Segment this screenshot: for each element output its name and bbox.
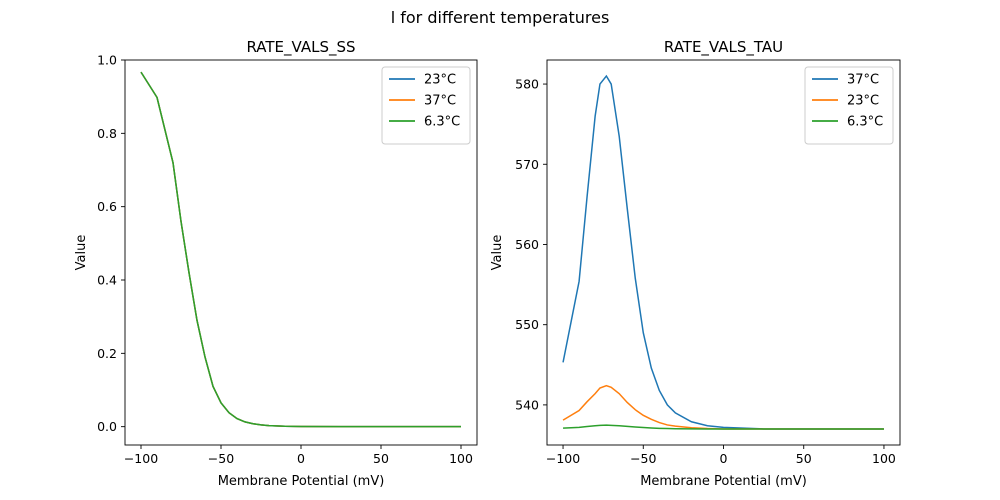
y-tick-label: 0.6 bbox=[97, 199, 117, 214]
legend: 23°C 37°C 6.3°C bbox=[381, 66, 471, 145]
legend-label: 37°C bbox=[424, 94, 456, 109]
x-tick-label: −50 bbox=[630, 451, 656, 466]
y-axis-label: Value bbox=[490, 235, 505, 271]
y-tick-label: 0.8 bbox=[97, 126, 117, 141]
figure-suptitle: l for different temperatures bbox=[391, 8, 610, 27]
x-tick-label: 50 bbox=[373, 451, 389, 466]
axes-rate-vals-tau: RATE_VALS_TAU −100 −50 0 50 100 540 550 560 570 58… bbox=[490, 38, 901, 489]
y-tick-label: 0.2 bbox=[97, 346, 117, 361]
y-tick-label: 560 bbox=[515, 237, 539, 252]
y-tick-label: 1.0 bbox=[97, 53, 117, 68]
y-tick-label: 0.0 bbox=[97, 419, 117, 434]
series-line-37-c bbox=[562, 74, 884, 430]
legend-label: 23°C bbox=[424, 73, 456, 88]
x-axis-label: Membrane Potential (mV) bbox=[218, 474, 385, 489]
series-line-6-3-c bbox=[563, 424, 884, 430]
series-line-23-c bbox=[562, 384, 884, 430]
y-tick-label: 0.4 bbox=[97, 273, 117, 288]
legend: 37°C 23°C 6.3°C bbox=[804, 66, 894, 145]
x-tick-label: 0 bbox=[720, 451, 728, 466]
y-tick-label: 570 bbox=[515, 157, 539, 172]
x-tick-label: 50 bbox=[796, 451, 812, 466]
legend-box bbox=[804, 66, 894, 145]
axes-rate-vals-ss: RATE_VALS_SS −100 −50 0 50 100 0.0 0.2 0.4 0.6 0.8… bbox=[74, 38, 478, 489]
legend-label: 6.3°C bbox=[847, 115, 883, 130]
legend-label: 6.3°C bbox=[424, 115, 460, 130]
x-tick-label: 100 bbox=[872, 451, 896, 466]
x-tick-label: −100 bbox=[124, 451, 158, 466]
legend-box bbox=[381, 66, 471, 145]
y-tick-label: 540 bbox=[515, 397, 539, 412]
x-tick-label: −50 bbox=[208, 451, 234, 466]
series-line-6-3-c bbox=[140, 71, 461, 428]
legend-label: 37°C bbox=[847, 73, 879, 88]
legend-label: 23°C bbox=[847, 94, 879, 109]
x-tick-label: 0 bbox=[297, 451, 305, 466]
y-tick-label: 550 bbox=[515, 317, 539, 332]
y-tick-label: 580 bbox=[515, 77, 539, 92]
x-tick-label: 100 bbox=[449, 451, 473, 466]
chart-title: RATE_VALS_TAU bbox=[664, 38, 783, 57]
x-axis-label: Membrane Potential (mV) bbox=[640, 474, 807, 489]
chart-title: RATE_VALS_SS bbox=[246, 38, 355, 57]
y-axis-label: Value bbox=[74, 235, 89, 271]
x-tick-label: −100 bbox=[546, 451, 580, 466]
